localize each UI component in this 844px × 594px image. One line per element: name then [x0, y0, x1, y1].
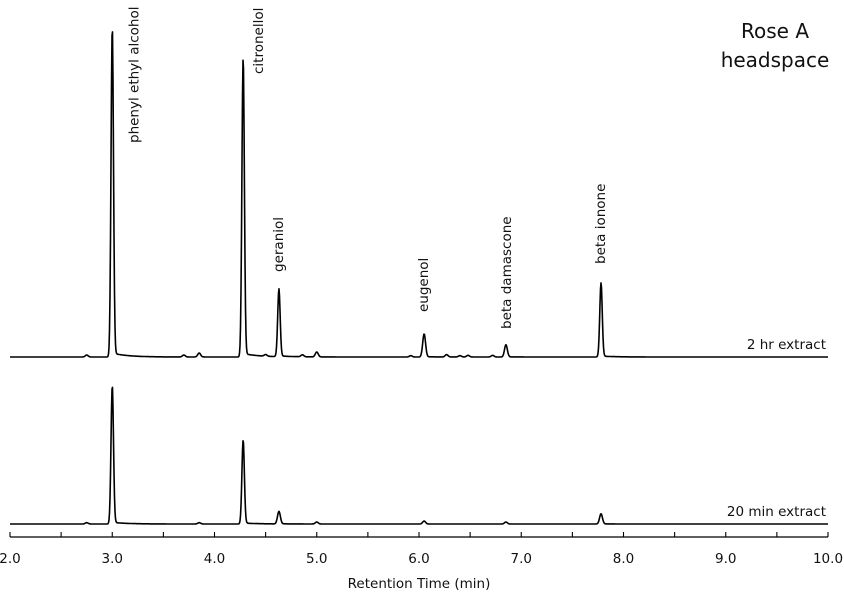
trace-20min-extract	[9, 386, 829, 525]
chart-title-line1: Rose A	[741, 19, 809, 43]
x-tick-label: 4.0	[204, 551, 225, 567]
chart-title-line2: headspace	[721, 48, 830, 72]
peak-label-geraniol: geraniol	[271, 217, 287, 272]
x-tick-label: 7.0	[511, 551, 532, 567]
peak-label-phenyl-ethyl-alcohol: phenyl ethyl alcohol	[126, 7, 142, 143]
x-axis-title: Retention Time (min)	[348, 576, 491, 592]
peak-label-beta-ionone: beta ionone	[593, 184, 609, 264]
x-tick-label: 2.0	[0, 551, 21, 567]
peak-label-beta-damascone: beta damascone	[499, 216, 515, 329]
chromatogram-traces	[9, 31, 829, 525]
peak-label-eugenol: eugenol	[416, 258, 432, 312]
x-tick-label: 3.0	[102, 551, 123, 567]
peak-label-citronellol: citronellol	[251, 8, 267, 74]
trace-2hr-extract	[9, 31, 829, 358]
peak-labels: phenyl ethyl alcohol citronellol geraniol e…	[126, 7, 609, 329]
x-tick-label: 8.0	[613, 551, 634, 567]
x-tick-label: 5.0	[306, 551, 327, 567]
x-tick-label: 10.0	[813, 551, 843, 567]
x-tick-label: 9.0	[715, 551, 736, 567]
x-axis: 2.0 3.0 4.0 5.0 6.0 7.0 8.0 9.0 10.0	[0, 532, 843, 567]
x-tick-label: 6.0	[408, 551, 429, 567]
trace-label-2hr: 2 hr extract	[747, 337, 826, 353]
trace-label-20min: 20 min extract	[727, 504, 826, 520]
